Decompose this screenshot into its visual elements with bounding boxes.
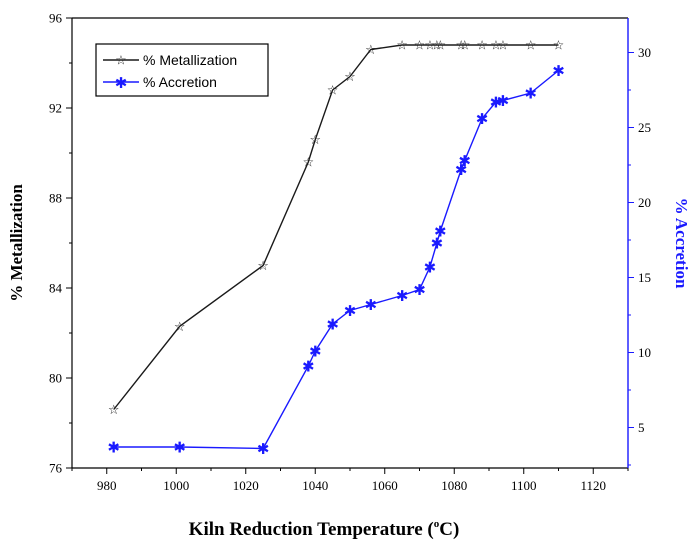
y-left-tick-label: 92 bbox=[49, 101, 62, 116]
x-tick-label: 1000 bbox=[163, 478, 189, 493]
metallization-point: ☆ bbox=[414, 39, 426, 54]
accretion-point: ✱ bbox=[434, 223, 447, 241]
x-tick-label: 1040 bbox=[302, 478, 328, 493]
metallization-point: ☆ bbox=[174, 320, 186, 335]
metallization-point: ☆ bbox=[396, 39, 408, 54]
legend-box bbox=[95, 43, 269, 97]
metallization-point: ☆ bbox=[344, 70, 356, 85]
series-layer: ☆☆☆☆☆☆☆☆ ☆ ☆☆☆☆ ☆☆ ☆ ☆☆ ☆ ☆✱ ✱ ✱✱✱✱✱ ✱ ✱ ✱✱✱✱✱✱✱✱✱ ✱✱ bbox=[107, 39, 564, 459]
y-right-tick-label: 20 bbox=[638, 195, 651, 210]
metallization-point: ☆ bbox=[431, 39, 443, 54]
metallization-point: ☆ bbox=[490, 39, 502, 54]
accretion-line bbox=[113, 69, 559, 450]
accretion-point: ✱ bbox=[309, 343, 322, 361]
x-tick-label: 980 bbox=[97, 478, 117, 493]
legend-label-metallization: % Metallization bbox=[143, 52, 237, 68]
y-left-tick-label: 88 bbox=[49, 191, 62, 206]
y-right-tick-label: 30 bbox=[638, 45, 651, 60]
accretion-point: ✱ bbox=[326, 316, 339, 334]
accretion-point: ✱ bbox=[396, 287, 409, 305]
y-left-tick-label: 76 bbox=[49, 461, 63, 476]
y-left-tick-label: 84 bbox=[49, 281, 63, 296]
metallization-point: ☆ bbox=[309, 133, 321, 148]
metallization-point: ☆ bbox=[108, 403, 120, 418]
accretion-point: ✱ bbox=[173, 439, 186, 457]
metallization-point: ☆ bbox=[459, 39, 471, 54]
y-left-tick-label: 96 bbox=[49, 11, 63, 26]
x-tick-label: 1020 bbox=[233, 478, 259, 493]
y-right-tick-label: 15 bbox=[638, 270, 651, 285]
accretion-point: ✱ bbox=[455, 161, 468, 179]
accretion-point: ✱ bbox=[107, 439, 120, 457]
accretion-point: ✱ bbox=[490, 94, 503, 112]
accretion-point: ✱ bbox=[257, 440, 270, 458]
accretion-point: ✱ bbox=[524, 85, 537, 103]
y-right-tick-label: 5 bbox=[638, 420, 645, 435]
accretion-point: ✱ bbox=[497, 92, 510, 110]
x-axis-title: Kiln Reduction Temperature (oC) bbox=[189, 518, 460, 540]
x-tick-label: 1060 bbox=[372, 478, 398, 493]
metallization-point: ☆ bbox=[455, 39, 467, 54]
x-axis-title-main: Kiln Reduction Temperature ( bbox=[189, 519, 434, 540]
x-tick-label: 1100 bbox=[511, 478, 537, 493]
metallization-point: ☆ bbox=[553, 39, 565, 54]
y-axis-title-right: % Accretion bbox=[672, 198, 688, 289]
y-right-tick-label: 10 bbox=[638, 345, 651, 360]
accretion-point: ✱ bbox=[424, 259, 437, 277]
metallization-point: ☆ bbox=[365, 43, 377, 58]
accretion-point: ✱ bbox=[458, 152, 471, 170]
metallization-point: ☆ bbox=[497, 39, 509, 54]
metallization-point: ☆ bbox=[476, 39, 488, 54]
accretion-point: ✱ bbox=[344, 302, 357, 320]
y-left-tick-label: 80 bbox=[49, 371, 62, 386]
metallization-point: ☆ bbox=[525, 39, 537, 54]
y-axis-title-left: % Metallization bbox=[7, 184, 26, 302]
metallization-point: ☆ bbox=[435, 39, 447, 54]
legend-label-accretion: % Accretion bbox=[143, 74, 217, 90]
legend: ☆ % Metallization ✱ % Accretion bbox=[95, 43, 269, 97]
metallization-point: ☆ bbox=[424, 39, 436, 54]
metallization-point: ☆ bbox=[257, 259, 269, 274]
axes-layer: 980 1000 1020 1040 1060 1080 1100 1120768084889… bbox=[49, 11, 651, 494]
accretion-point: ✱ bbox=[431, 235, 444, 253]
accretion-point: ✱ bbox=[413, 281, 426, 299]
metallization-point: ☆ bbox=[302, 156, 314, 171]
x-tick-label: 1120 bbox=[580, 478, 606, 493]
legend-asterisk-marker: ✱ bbox=[115, 74, 128, 92]
y-right-tick-label: 25 bbox=[638, 120, 651, 135]
x-axis-title-unit: C) bbox=[439, 519, 459, 540]
x-tick-label: 1080 bbox=[441, 478, 467, 493]
accretion-point: ✱ bbox=[365, 296, 378, 314]
x-axis-title-degree: o bbox=[434, 518, 440, 530]
accretion-point: ✱ bbox=[302, 358, 315, 376]
metallization-point: ☆ bbox=[327, 84, 339, 99]
legend-star-marker: ☆ bbox=[115, 54, 127, 69]
accretion-point: ✱ bbox=[476, 110, 489, 128]
metallization-line bbox=[113, 44, 559, 410]
accretion-point: ✱ bbox=[552, 62, 565, 80]
